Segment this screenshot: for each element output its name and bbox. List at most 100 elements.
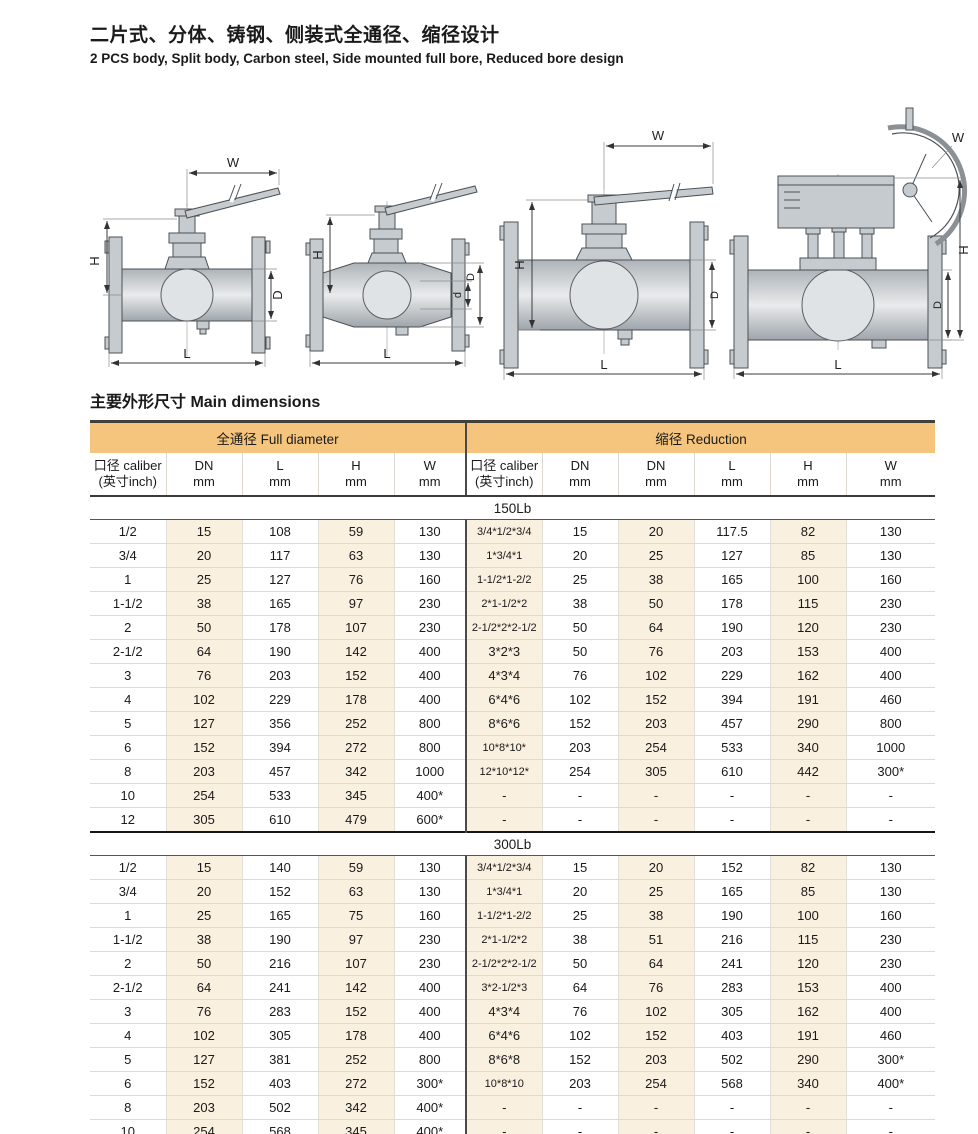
- caliber-cell: 10: [90, 783, 167, 808]
- caliber-cell: 1-1/2: [90, 591, 167, 616]
- table-row: 12 305 610 479 600* - - - - - -: [90, 807, 935, 833]
- dimension-cell: 190: [694, 903, 771, 928]
- dimension-cell: -: [770, 1119, 847, 1134]
- dimension-cell: 356: [242, 711, 319, 736]
- dimension-cell: 100: [770, 903, 847, 928]
- table-row: 1 25 127 76 160 1-1/2*1-2/2 25 38 165 100 160: [90, 567, 935, 592]
- dimension-cell: 152: [542, 1047, 619, 1072]
- reduction-caliber-cell: 10*8*10: [465, 1071, 543, 1096]
- dimension-cell: 1000: [846, 735, 935, 760]
- dimension-cell: 127: [242, 567, 319, 592]
- dim-label-w: W: [227, 155, 240, 170]
- dimension-cell: 102: [166, 687, 243, 712]
- dimension-cell: 160: [394, 903, 467, 928]
- dimension-cell: 20: [542, 543, 619, 568]
- column-header: 口径 caliber (英寸inch): [90, 453, 167, 497]
- dimension-cell: 203: [694, 639, 771, 664]
- dimension-cell: 400*: [394, 1119, 467, 1134]
- dimension-cell: 460: [846, 1023, 935, 1048]
- dimension-cell: 117.5: [694, 519, 771, 544]
- dimension-cell: 203: [166, 1095, 243, 1120]
- dimension-cell: 290: [770, 711, 847, 736]
- dim-label-h: H: [956, 245, 970, 254]
- dimension-cell: 50: [542, 951, 619, 976]
- table-row: 5 127 381 252 800 8*6*8 152 203 502 290 300*: [90, 1047, 935, 1072]
- dimension-cell: 394: [694, 687, 771, 712]
- section-title: 主要外形尺寸 Main dimensions: [90, 394, 321, 411]
- dimension-cell: 130: [846, 879, 935, 904]
- caliber-cell: 1: [90, 567, 167, 592]
- dimension-cell: 63: [318, 543, 395, 568]
- dimension-cell: 140: [242, 855, 319, 880]
- dimension-cell: 152: [166, 1071, 243, 1096]
- dimension-cell: 100: [770, 567, 847, 592]
- reduction-caliber-cell: -: [465, 783, 543, 808]
- dimension-cell: 400: [846, 975, 935, 1000]
- dimension-cell: 20: [542, 879, 619, 904]
- dimension-cell: 800: [394, 1047, 467, 1072]
- pressure-class-label: 150Lb: [90, 496, 935, 520]
- dimension-cell: 76: [166, 663, 243, 688]
- dimension-cell: 130: [394, 879, 467, 904]
- dimension-cell: 272: [318, 735, 395, 760]
- dimension-cell: 38: [542, 591, 619, 616]
- dimension-cell: 50: [166, 615, 243, 640]
- dimension-cell: 502: [242, 1095, 319, 1120]
- reduction-caliber-cell: -: [465, 807, 543, 833]
- dimension-cell: 115: [770, 927, 847, 952]
- dimension-cell: -: [846, 1095, 935, 1120]
- column-header: 口径 caliber (英寸inch): [465, 453, 543, 497]
- dimension-cell: -: [770, 1095, 847, 1120]
- caliber-cell: 3/4: [90, 543, 167, 568]
- dimension-cell: 50: [542, 639, 619, 664]
- dimension-cell: -: [618, 807, 695, 833]
- dimension-cell: 165: [242, 591, 319, 616]
- dimension-cell: 230: [394, 951, 467, 976]
- reduction-caliber-cell: 12*10*12*: [465, 759, 543, 784]
- caliber-cell: 3/4: [90, 879, 167, 904]
- dimension-cell: 59: [318, 855, 395, 880]
- dimension-cell: 203: [618, 711, 695, 736]
- reduction-caliber-cell: 4*3*4: [465, 663, 543, 688]
- dimension-cell: 152: [166, 735, 243, 760]
- dimension-cell: 117: [242, 543, 319, 568]
- dimension-cell: 15: [166, 519, 243, 544]
- reduction-caliber-cell: 6*4*6: [465, 1023, 543, 1048]
- dimension-cell: 20: [618, 855, 695, 880]
- dim-label-w: W: [652, 128, 665, 143]
- dimension-cell: 191: [770, 1023, 847, 1048]
- dimension-cell: 97: [318, 927, 395, 952]
- table-row: 4 102 305 178 400 6*4*6 102 152 403 191 460: [90, 1023, 935, 1048]
- dimension-cell: 254: [166, 1119, 243, 1134]
- dimension-cell: 305: [694, 999, 771, 1024]
- dimension-cell: 400: [846, 663, 935, 688]
- dimension-cell: 25: [618, 543, 695, 568]
- reduction-caliber-cell: 1-1/2*1-2/2: [465, 903, 543, 928]
- table-row: 3 76 203 152 400 4*3*4 76 102 229 162 400: [90, 663, 935, 688]
- dimension-cell: 152: [618, 687, 695, 712]
- dimension-cell: 216: [242, 951, 319, 976]
- dimension-cell: 38: [166, 591, 243, 616]
- dimension-cell: 342: [318, 1095, 395, 1120]
- table-row: 1/2 15 140 59 130 3/4*1/2*3/4 15 20 152 82 130: [90, 855, 935, 880]
- dimension-cell: 610: [242, 807, 319, 833]
- dimension-cell: 568: [694, 1071, 771, 1096]
- dimension-cell: 120: [770, 615, 847, 640]
- caliber-cell: 2-1/2: [90, 975, 167, 1000]
- dimension-cell: -: [770, 807, 847, 833]
- dimension-cell: 127: [166, 1047, 243, 1072]
- dimension-cell: 108: [242, 519, 319, 544]
- dimension-cell: -: [694, 807, 771, 833]
- dimension-cell: 203: [618, 1047, 695, 1072]
- dimension-cell: 300*: [846, 1047, 935, 1072]
- dimension-cell: 165: [694, 567, 771, 592]
- dimension-cell: 130: [394, 855, 467, 880]
- dimension-cell: 51: [618, 927, 695, 952]
- caliber-cell: 4: [90, 1023, 167, 1048]
- dimension-cell: 600*: [394, 807, 467, 833]
- dimension-cell: 254: [166, 783, 243, 808]
- reduction-caliber-cell: 2-1/2*2*2-1/2: [465, 615, 543, 640]
- dimension-cell: 254: [618, 735, 695, 760]
